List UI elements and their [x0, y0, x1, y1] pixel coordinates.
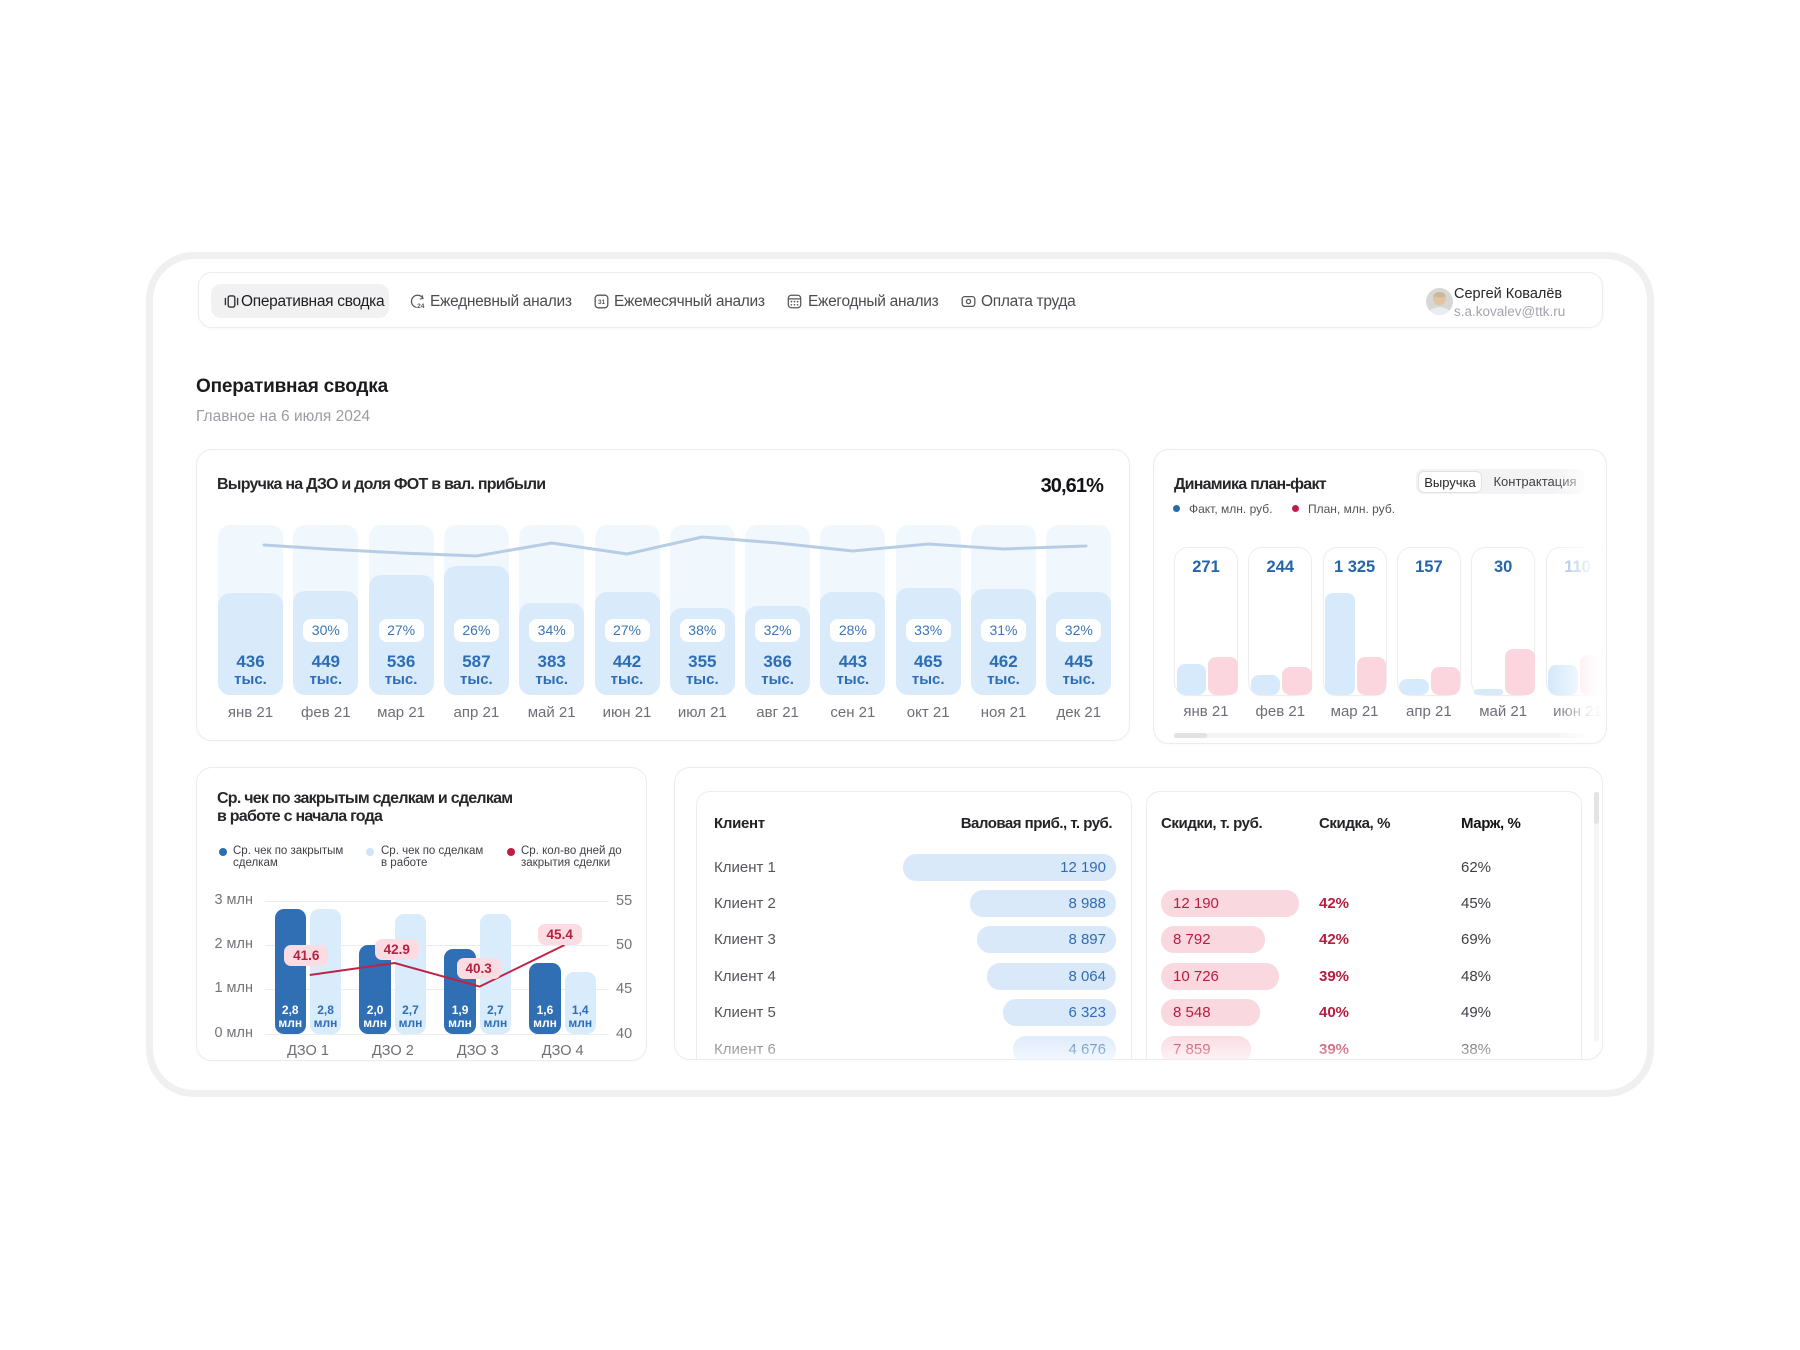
- svg-text:31: 31: [598, 299, 606, 306]
- svg-text:24: 24: [417, 303, 425, 309]
